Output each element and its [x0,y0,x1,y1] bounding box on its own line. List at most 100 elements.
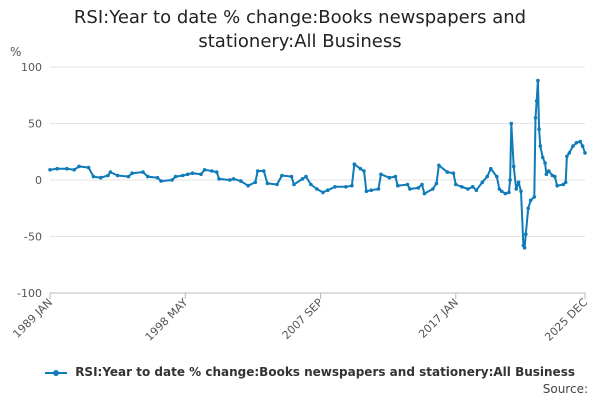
data-point [544,172,549,177]
data-point [91,174,96,179]
data-point [55,166,59,171]
data-point [239,179,243,183]
data-point [561,182,566,187]
data-point [231,177,236,181]
data-point [526,206,530,211]
data-point [108,170,113,174]
data-point [300,177,305,181]
y-tick-label: 100 [21,61,42,74]
data-point [454,182,458,187]
data-point [262,169,266,173]
data-point [497,187,502,191]
data-point [533,116,538,120]
data-point [470,185,475,189]
data-point [190,171,195,175]
data-point [420,182,424,187]
data-point [489,166,493,171]
data-point [565,154,569,159]
x-tick-label: 2025 DEC [542,296,590,344]
data-point [217,177,221,181]
data-point [170,178,174,182]
data-point [503,191,508,196]
data-point [509,121,514,126]
data-point [437,163,441,168]
data-point [538,144,543,148]
data-point [275,182,279,187]
data-point [524,232,528,236]
data-point [253,180,258,185]
data-point [199,172,203,177]
data-point [106,173,110,178]
data-point [519,189,523,194]
data-point [376,187,381,191]
data-point [202,168,207,172]
data-point [555,183,559,188]
data-point [126,174,131,179]
data-point [508,178,512,182]
data-point [181,173,185,178]
data-point [578,139,582,144]
source-label: Source: [542,382,588,396]
data-point [159,179,163,183]
data-point [362,169,366,173]
data-point [280,173,284,178]
legend[interactable]: RSI:Year to date % change:Books newspape… [30,365,590,379]
y-tick-label: -50 [24,231,42,244]
data-point [130,171,134,175]
data-point [474,188,479,192]
data-point [393,174,398,179]
data-point [574,140,579,145]
x-tick-label: 1998 MAY [143,296,191,344]
data-point [358,166,363,171]
data-point [532,195,537,199]
data-point [480,180,485,185]
legend-series-swatch [45,367,67,379]
data-point [534,99,539,103]
data-point [434,181,439,186]
data-point [255,169,260,173]
data-point [522,246,527,250]
data-point [499,189,504,194]
data-point [289,174,294,179]
x-tick-label: 1989 JAN [10,296,55,341]
chart-title-line-2: stationery:All Business [198,31,402,52]
data-point [422,191,427,196]
legend-series-label: RSI:Year to date % change:Books newspape… [75,365,575,379]
data-point [485,174,490,179]
data-point [563,180,568,185]
data-point [326,188,330,192]
chart-title: RSI:Year to date % change:Books newspape… [0,6,600,54]
data-point [387,175,392,180]
data-point [185,172,190,177]
data-point [580,144,585,148]
data-point [379,172,383,177]
data-point [173,174,178,179]
data-point [536,78,540,83]
x-tick-label: 2007 SEP [280,296,326,342]
data-point [214,170,219,174]
data-point [98,175,103,180]
data-point [405,182,410,187]
data-point [309,182,313,187]
data-point [333,185,337,189]
data-point [344,185,348,189]
data-point [265,181,270,186]
data-point [514,187,518,191]
data-point [408,187,412,191]
data-point [292,182,296,187]
data-point [507,190,511,195]
x-tick-label: 2017 JAN [416,296,461,341]
data-point [65,166,69,171]
data-point [77,164,81,169]
data-point [146,174,150,179]
data-point [445,170,450,174]
data-point [210,169,214,173]
data-point [567,151,572,155]
data-point [304,174,308,179]
data-point [547,169,551,173]
chart-title-line-1: RSI:Year to date % change:Books newspape… [73,7,527,28]
data-point [540,155,545,160]
data-point [396,183,400,188]
data-point [369,188,374,192]
